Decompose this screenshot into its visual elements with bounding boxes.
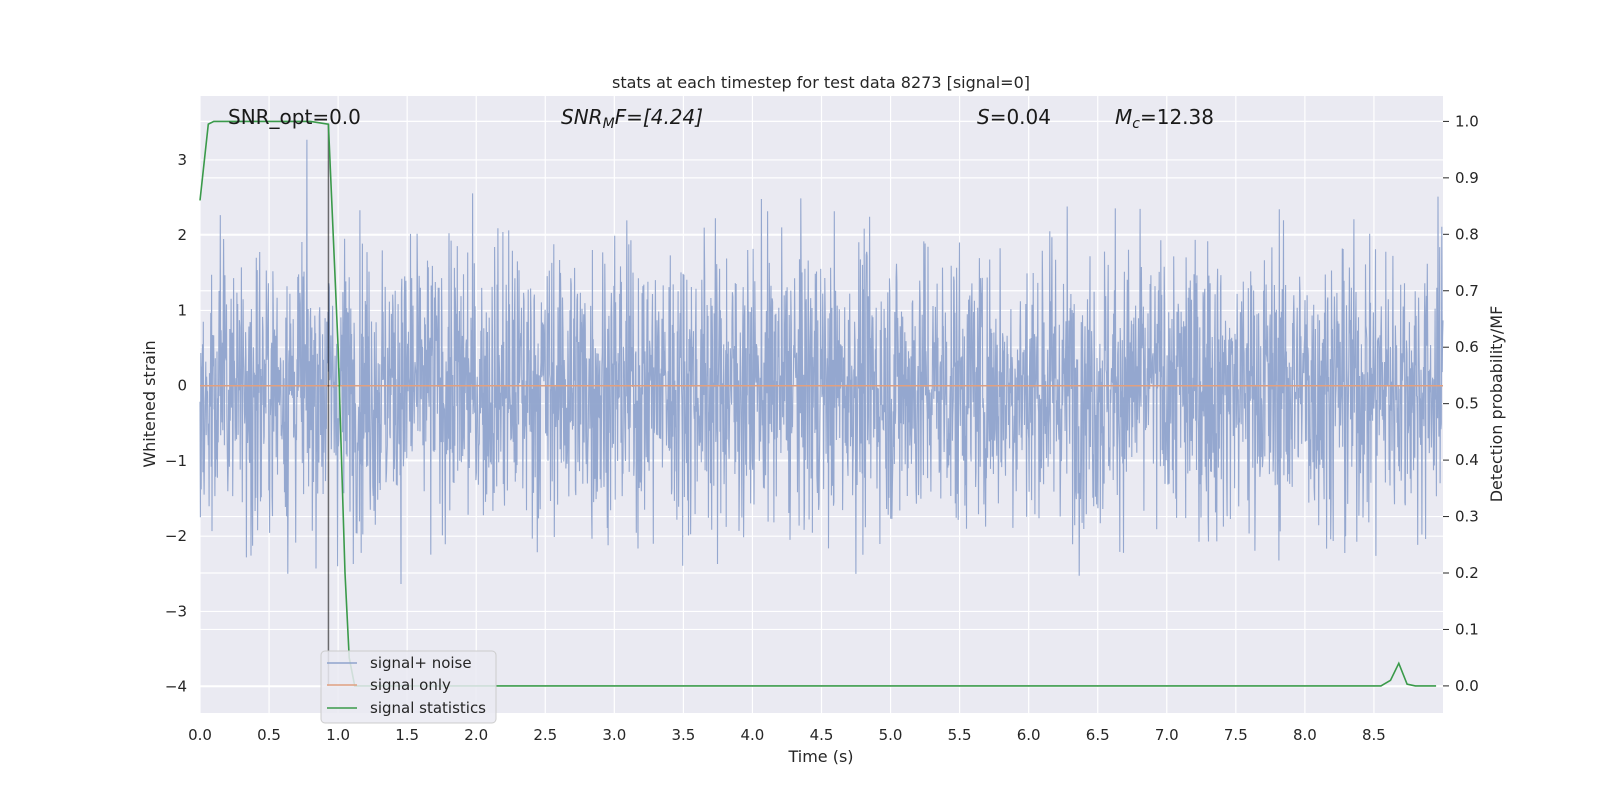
x-tick-label: 0.0 [188,726,212,744]
y-tick-label-right: 1.0 [1455,112,1479,130]
annotation-snr-mf: SNRMF=[4.24] [561,105,703,132]
annotation-mc-main: M [1115,105,1132,129]
y-axis-left-label: Whitened strain [140,340,159,467]
annotation-snr-mf-sub: M [603,116,615,132]
legend-box [320,650,497,724]
y-tick-label-right: 0.1 [1455,620,1479,638]
y-tick-label-left: −1 [165,452,187,470]
annotation-mc: Mc=12.38 [1115,105,1214,132]
y-tick-label-left: 2 [177,226,187,244]
x-tick-label: 8.0 [1293,726,1317,744]
annotation-s: S=0.04 [977,105,1051,129]
y-axis-right-ticks: 1.0 0.9 0.8 0.7 0.6 0.5 0.4 0.3 0.2 0.1 0.0 [1443,112,1479,695]
x-tick-label: 8.5 [1362,726,1386,744]
y-tick-label-right: 0.9 [1455,169,1479,187]
annotation-snr-mf-rest: F=[4.24] [615,105,703,129]
legend-label-signal-statistics: signal statistics [370,699,486,717]
x-tick-label: 7.0 [1155,726,1179,744]
legend-label-signal-noise: signal+ noise [370,654,472,672]
x-tick-label: 6.5 [1086,726,1110,744]
x-tick-label: 5.0 [879,726,903,744]
y-tick-label-left: −2 [165,527,187,545]
chart-title: stats at each timestep for test data 827… [612,73,1030,92]
x-axis-label: Time (s) [787,747,853,766]
x-tick-label: 4.5 [810,726,834,744]
y-tick-label-right: 0.2 [1455,564,1479,582]
x-tick-label: 3.0 [602,726,626,744]
legend: signal+ noise signal only signal statist… [320,650,497,724]
x-tick-label: 0.5 [257,726,281,744]
annotation-mc-sub: c [1132,116,1140,132]
annotation-snr-mf-main: SNR [561,105,603,129]
x-tick-label: 1.5 [395,726,419,744]
x-tick-label: 7.5 [1224,726,1248,744]
x-tick-label: 6.0 [1017,726,1041,744]
y-tick-label-left: −3 [165,602,187,620]
x-tick-label: 5.5 [948,726,972,744]
annotation-snr-opt: SNR_opt=0.0 [228,105,361,129]
y-tick-label-left: −4 [165,678,187,696]
y-tick-label-left: 1 [177,301,187,319]
series-signal-noise-line [199,139,1444,585]
y-tick-label-right: 0.3 [1455,508,1479,526]
y-tick-label-left: 0 [177,377,187,395]
y-axis-left-ticks: 3 2 1 0 −1 −2 −3 −4 [165,151,187,696]
annotation-s-rest: =0.04 [990,105,1051,129]
legend-label-signal-only: signal only [370,676,451,694]
x-tick-label: 1.0 [326,726,350,744]
x-tick-label: 2.0 [464,726,488,744]
y-tick-label-right: 0.0 [1455,677,1479,695]
y-tick-label-right: 0.5 [1455,395,1479,413]
y-tick-label-right: 0.6 [1455,338,1479,356]
x-tick-label: 2.5 [533,726,557,744]
series-signal-noise [199,139,1444,585]
annotation-mc-rest: =12.38 [1140,105,1214,129]
y-tick-label-right: 0.4 [1455,451,1479,469]
x-tick-label: 4.0 [741,726,765,744]
y-tick-label-right: 0.7 [1455,282,1479,300]
y-tick-label-right: 0.8 [1455,225,1479,243]
y-axis-right-label: Detection probability/MF [1487,306,1506,503]
annotation-s-main: S [977,105,990,129]
x-tick-label: 3.5 [671,726,695,744]
x-axis-ticks: 0.0 0.5 1.0 1.5 2.0 2.5 3.0 3.5 4.0 4.5 5.0 5.5 6.0 6… [188,726,1386,744]
y-tick-label-left: 3 [177,151,187,169]
